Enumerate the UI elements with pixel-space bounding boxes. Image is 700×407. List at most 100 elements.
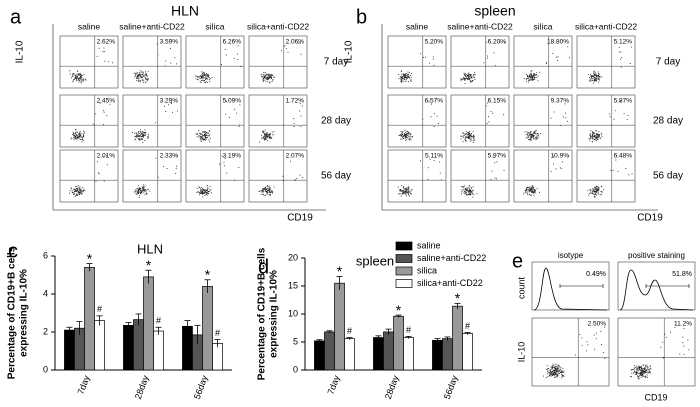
dot: [439, 172, 441, 174]
dot: [200, 74, 201, 76]
dot: [597, 192, 599, 194]
dot: [264, 74, 266, 76]
dot: [556, 367, 558, 369]
dot: [530, 73, 532, 75]
legend-label: silica: [417, 265, 437, 275]
dot: [264, 71, 266, 73]
dot: [72, 131, 74, 133]
dot: [264, 194, 266, 196]
dot: [596, 137, 598, 139]
plot-frame: [248, 149, 308, 203]
dot: [468, 192, 470, 194]
dot: [597, 185, 599, 187]
dot: [530, 139, 532, 141]
dot: [593, 334, 595, 336]
dot: [137, 190, 139, 192]
dot: [467, 132, 469, 133]
dot: [643, 369, 645, 371]
dot: [205, 190, 206, 192]
dot: [103, 180, 105, 182]
dot: [591, 80, 593, 81]
dot: [640, 371, 642, 373]
dot: [494, 162, 496, 164]
dot: [140, 73, 142, 75]
dot: [205, 138, 207, 140]
dot: [206, 132, 207, 134]
dot: [553, 366, 555, 368]
dot: [269, 191, 271, 193]
dot: [203, 134, 205, 136]
dot: [461, 78, 463, 80]
dot: [551, 365, 553, 367]
dot: [462, 135, 464, 137]
dot: [142, 73, 144, 75]
dot: [201, 137, 203, 139]
dot: [530, 190, 532, 192]
dot: [528, 189, 530, 191]
dot: [469, 135, 470, 137]
dot: [554, 371, 556, 373]
dot: [197, 76, 199, 78]
dot: [71, 137, 73, 139]
dot: [468, 192, 470, 194]
dot: [239, 104, 241, 106]
dot: [496, 178, 498, 180]
dot: [466, 136, 468, 138]
dot: [145, 78, 146, 80]
dot: [597, 71, 599, 73]
dot: [529, 193, 530, 195]
dot: [463, 78, 465, 80]
dot: [641, 373, 643, 375]
dot: [265, 133, 267, 135]
dot: [201, 76, 203, 78]
dot: [534, 189, 536, 191]
dot: [263, 136, 264, 138]
dot: [601, 133, 603, 135]
dot: [204, 189, 206, 191]
dot: [562, 367, 564, 369]
dot: [556, 365, 558, 367]
dot: [141, 135, 143, 137]
dot: [594, 190, 596, 192]
panel-label: b: [356, 6, 367, 28]
dot: [533, 133, 535, 135]
dot: [561, 375, 563, 377]
dot: [688, 349, 690, 351]
dot: [135, 191, 136, 193]
dot: [134, 139, 136, 141]
dot: [561, 371, 563, 373]
dot: [272, 190, 274, 192]
dot: [284, 45, 286, 47]
dot: [603, 352, 605, 354]
dot: [226, 172, 228, 174]
dot: [471, 80, 473, 82]
dot: [575, 354, 576, 356]
dot: [141, 191, 143, 193]
dot: [144, 71, 146, 73]
dot: [75, 137, 76, 138]
dot: [534, 132, 536, 134]
dot: [594, 77, 596, 79]
dot: [595, 130, 597, 132]
dot: [540, 133, 541, 135]
dot: [144, 188, 146, 190]
dot: [73, 73, 75, 75]
dot: [464, 139, 466, 141]
dot: [264, 129, 266, 131]
histogram-curve: [619, 269, 694, 311]
dot: [524, 131, 526, 133]
dot: [594, 80, 596, 81]
dot: [199, 187, 201, 189]
dot: [469, 193, 471, 195]
dot: [466, 75, 468, 77]
chart-title: HLN: [137, 241, 163, 256]
dot: [208, 74, 209, 76]
dot: [141, 71, 143, 73]
dot: [75, 186, 77, 188]
dot: [590, 75, 591, 77]
dot: [562, 375, 563, 377]
dot: [598, 134, 600, 135]
histogram-title: positive staining: [628, 251, 685, 260]
dot: [98, 172, 99, 174]
dot: [80, 139, 82, 141]
